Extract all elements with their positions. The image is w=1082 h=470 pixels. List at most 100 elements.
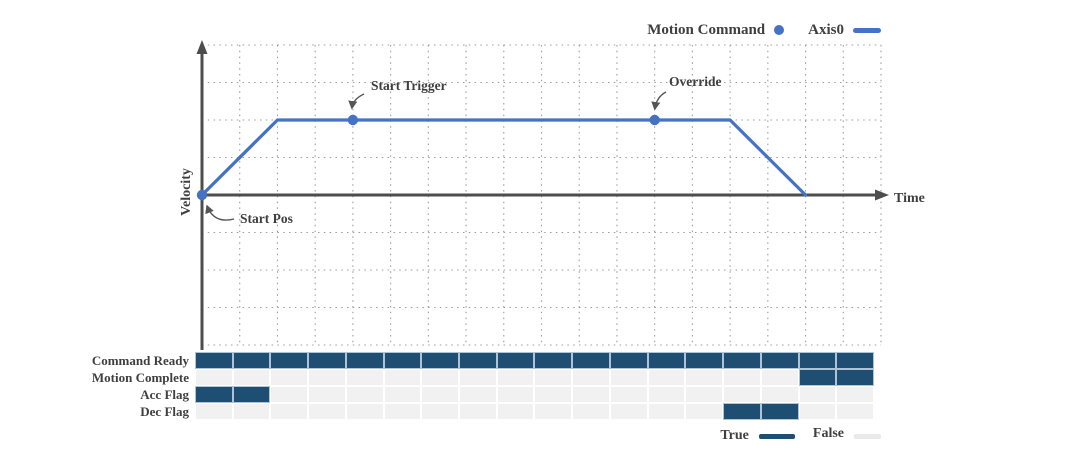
timing-cell-true <box>799 370 836 385</box>
timing-row-cells <box>196 353 873 368</box>
timing-cell-false <box>460 404 496 419</box>
timing-cell-false <box>799 404 836 419</box>
axes <box>196 40 889 350</box>
timing-cell-true <box>799 353 836 368</box>
timing-diagram: Command Ready Motion Complete Acc Flag Dec … <box>0 353 1082 421</box>
timing-cell-true <box>837 370 873 385</box>
timing-row: Acc Flag <box>0 387 1082 402</box>
timing-row-label: Motion Complete <box>91 370 189 385</box>
timing-cell-false <box>610 370 647 385</box>
timing-cell-true <box>497 353 534 368</box>
timing-cell-false <box>196 404 232 419</box>
timing-row-cells <box>196 387 873 402</box>
timing-cell-false <box>648 387 685 402</box>
dot-marker-icon <box>774 25 785 35</box>
timing-cell-false <box>686 387 723 402</box>
timing-row: Command Ready <box>0 353 1082 368</box>
timing-cell-false <box>573 370 609 385</box>
timing-cell-false <box>724 387 760 402</box>
legend-item-axis0: Axis0 <box>808 22 881 39</box>
timing-cell-false <box>233 404 270 419</box>
false-label: False <box>812 426 844 441</box>
timing-cell-false <box>346 404 383 419</box>
timing-cell-true <box>460 353 496 368</box>
timing-cell-false <box>422 370 459 385</box>
timing-cell-false <box>837 387 873 402</box>
x-axis-label: Time <box>894 191 925 206</box>
timing-cell-false <box>837 404 873 419</box>
start-pos-arrow <box>205 204 235 221</box>
timing-cell-false <box>761 370 798 385</box>
timing-cell-true <box>573 353 609 368</box>
override-arrow <box>651 91 667 111</box>
timing-cell-false <box>761 387 798 402</box>
y-axis-label: Velocity <box>179 168 194 216</box>
timing-cell-false <box>196 370 232 385</box>
chart-legend: Motion Command Axis0 <box>202 19 881 41</box>
annotation-arrows <box>205 91 667 221</box>
timing-cell-false <box>535 370 572 385</box>
timing-cell-true <box>233 353 270 368</box>
timing-cell-false <box>648 404 685 419</box>
timing-row-cells <box>196 370 873 385</box>
timing-cell-false <box>460 370 496 385</box>
timing-cell-true <box>761 404 798 419</box>
timing-cell-false <box>309 370 345 385</box>
timing-cell-false <box>497 387 534 402</box>
timing-cell-false <box>648 370 685 385</box>
timing-cell-true <box>196 353 232 368</box>
timing-cell-true <box>271 353 308 368</box>
timing-cell-true <box>233 387 270 402</box>
line-marker-icon <box>853 27 881 33</box>
velocity-chart: Start Trigger Override Start Pos Velocit… <box>179 40 925 350</box>
annotation-start-pos: Start Pos <box>240 211 293 226</box>
timing-cell-false <box>384 404 421 419</box>
timing-cell-false <box>497 370 534 385</box>
timing-cell-false <box>384 370 421 385</box>
timing-cell-false <box>309 404 345 419</box>
timing-cell-false <box>799 387 836 402</box>
annotation-override: Override <box>669 74 721 89</box>
timing-cell-true <box>648 353 685 368</box>
timing-cell-true <box>610 353 647 368</box>
timing-cell-false <box>610 404 647 419</box>
timing-row-cells <box>196 404 873 419</box>
timing-cell-false <box>271 387 308 402</box>
motion-command-point <box>347 114 359 126</box>
timing-cell-false <box>309 387 345 402</box>
true-label: True <box>720 428 749 443</box>
timing-cell-true <box>346 353 383 368</box>
timing-row-label: Acc Flag <box>140 387 189 402</box>
timing-cell-false <box>724 370 760 385</box>
legend-label-motion-command: Motion Command <box>647 21 766 38</box>
start-trigger-arrow <box>348 93 365 110</box>
timing-cell-false <box>573 387 609 402</box>
timing-row-label: Dec Flag <box>140 404 189 419</box>
velocity-profile-line <box>200 118 808 197</box>
motion-command-points <box>196 114 660 201</box>
timing-cell-false <box>346 370 383 385</box>
timing-cell-false <box>535 387 572 402</box>
timing-cell-false <box>686 370 723 385</box>
timing-cell-false <box>497 404 534 419</box>
timing-cell-false <box>271 404 308 419</box>
timing-cell-true <box>837 353 873 368</box>
timing-cell-false <box>686 404 723 419</box>
timing-cell-false <box>384 387 421 402</box>
timing-cell-true <box>196 387 232 402</box>
bool-legend: True False <box>202 426 881 445</box>
timing-row: Motion Complete <box>0 370 1082 385</box>
timing-cell-false <box>422 387 459 402</box>
motion-command-point <box>649 114 660 126</box>
timing-cell-true <box>686 353 723 368</box>
timing-cell-false <box>573 404 609 419</box>
timing-cell-false <box>535 404 572 419</box>
legend-label-axis0: Axis0 <box>808 21 844 38</box>
motion-command-point <box>196 189 208 201</box>
timing-cell-false <box>422 404 459 419</box>
timing-cell-true <box>309 353 345 368</box>
timing-cell-true <box>422 353 459 368</box>
timing-cell-true <box>724 353 760 368</box>
timing-cell-true <box>535 353 572 368</box>
